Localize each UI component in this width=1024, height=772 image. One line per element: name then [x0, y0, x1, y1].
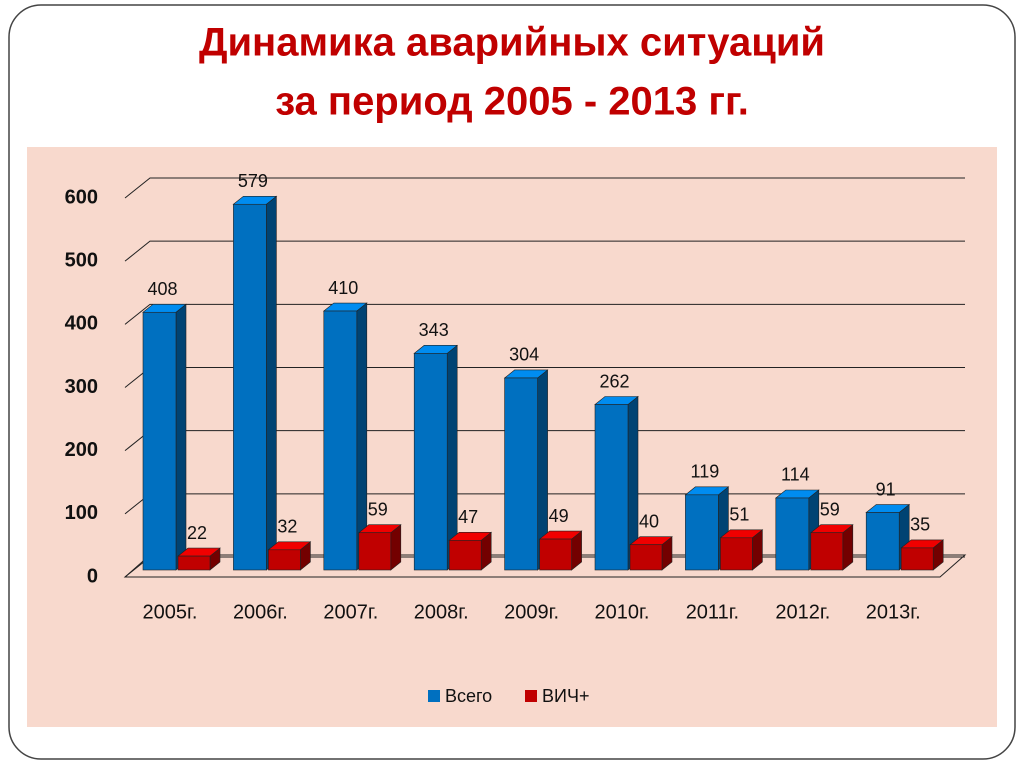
- data-label: 579: [238, 171, 268, 191]
- chart-title: за период 2005 - 2013 гг.: [275, 80, 749, 124]
- data-label: 51: [729, 505, 749, 525]
- grid-line: [124, 177, 965, 199]
- bar: [323, 310, 358, 571]
- bar: [775, 497, 810, 571]
- bar: [900, 547, 934, 571]
- bar: [268, 549, 301, 571]
- y-tick-label: 100: [65, 502, 98, 524]
- bar: [233, 203, 267, 571]
- bar: [720, 537, 753, 571]
- bar: [142, 311, 177, 571]
- y-tick-label: 0: [87, 565, 98, 587]
- bar-side: [266, 195, 277, 571]
- bar: [448, 540, 482, 571]
- bar: [358, 532, 392, 571]
- bar: [810, 532, 844, 571]
- data-label: 47: [458, 507, 478, 527]
- data-label: 114: [781, 465, 810, 485]
- bar: [177, 555, 211, 571]
- x-tick-label: 2010г.: [595, 601, 650, 623]
- x-tick-label: 2007г.: [323, 601, 378, 623]
- bar: [629, 544, 663, 571]
- data-label: 22: [187, 523, 207, 543]
- data-label: 35: [910, 515, 930, 535]
- data-label: 32: [277, 517, 297, 537]
- data-label: 59: [820, 499, 840, 519]
- data-label: 262: [599, 371, 629, 391]
- data-label: 410: [328, 278, 358, 298]
- data-label: 304: [509, 345, 539, 365]
- x-tick-label: 2013г.: [866, 601, 921, 623]
- data-label: 408: [147, 279, 177, 299]
- legend-swatch: [428, 690, 440, 702]
- x-tick-label: 2008г.: [414, 601, 469, 623]
- x-tick-label: 2005г.: [143, 601, 198, 623]
- x-tick-label: 2011г.: [686, 601, 739, 623]
- legend-swatch: [525, 690, 537, 702]
- bar: [685, 494, 719, 571]
- x-tick-label: 2012г.: [775, 601, 830, 623]
- y-tick-label: 200: [65, 439, 98, 461]
- bar: [865, 512, 900, 571]
- data-label: 49: [549, 506, 569, 526]
- legend-label: Всего: [445, 686, 492, 706]
- bar: [594, 404, 629, 571]
- y-tick-label: 300: [65, 376, 98, 398]
- grid-line: [124, 240, 965, 262]
- bar: [539, 538, 572, 571]
- grid-line: [124, 303, 965, 325]
- data-label: 343: [419, 320, 449, 340]
- legend-label: ВИЧ+: [542, 686, 589, 706]
- bar-side: [175, 303, 187, 571]
- bar: [504, 377, 538, 571]
- x-tick-label: 2006г.: [233, 601, 288, 623]
- x-tick-label: 2009г.: [504, 601, 559, 623]
- y-tick-label: 600: [65, 186, 98, 208]
- chart-title: Динамика аварийных ситуаций: [199, 21, 825, 65]
- y-tick-label: 500: [65, 249, 98, 271]
- y-tick-label: 400: [65, 313, 98, 335]
- data-label: 59: [368, 499, 388, 519]
- data-label: 91: [876, 479, 896, 499]
- data-label: 119: [691, 462, 720, 482]
- bar: [413, 353, 448, 571]
- data-label: 40: [639, 511, 659, 531]
